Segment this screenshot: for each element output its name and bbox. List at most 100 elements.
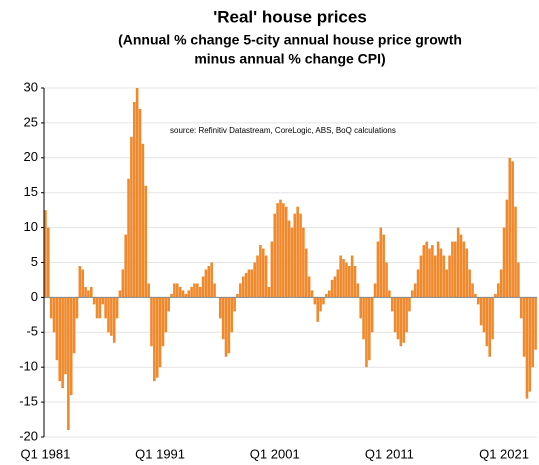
bar <box>201 276 205 298</box>
bar <box>267 286 271 298</box>
bar <box>316 297 320 322</box>
bar <box>370 297 374 333</box>
bar <box>84 286 87 298</box>
bar <box>327 290 331 298</box>
bar <box>416 269 420 298</box>
bar <box>187 290 191 298</box>
bar <box>204 269 208 298</box>
chart-subtitle: (Annual % change 5-city annual house pri… <box>118 32 462 48</box>
bar <box>110 297 113 336</box>
bar <box>161 297 165 347</box>
bar <box>502 227 506 298</box>
bar <box>390 297 394 312</box>
bar <box>221 297 225 340</box>
bar <box>310 290 314 298</box>
bar <box>284 206 288 298</box>
bar <box>196 283 199 298</box>
bar <box>158 297 162 368</box>
bar <box>519 297 523 319</box>
bar <box>428 248 431 298</box>
bar <box>90 286 93 298</box>
bar <box>282 203 285 298</box>
bar <box>118 290 122 298</box>
bar <box>207 265 211 298</box>
y-tick-label: -20 <box>19 428 38 443</box>
chart-subtitle: minus annual % change CPI) <box>194 51 385 67</box>
bar <box>47 227 50 298</box>
bar <box>499 269 503 298</box>
bar <box>273 213 277 298</box>
bar <box>408 297 411 312</box>
bar <box>304 248 308 298</box>
bar <box>373 283 377 298</box>
bar <box>333 276 337 298</box>
bar <box>101 297 105 305</box>
bar <box>239 283 242 298</box>
x-tick-label: Q1 2021 <box>479 446 529 461</box>
bar <box>368 297 371 361</box>
bar <box>224 297 228 357</box>
y-tick-label: 5 <box>31 254 38 269</box>
y-tick-label: 0 <box>31 289 38 304</box>
bar <box>307 276 311 298</box>
bar <box>107 297 110 333</box>
bar <box>81 269 84 298</box>
bar <box>170 293 173 298</box>
bar <box>259 245 262 298</box>
bar <box>528 297 532 392</box>
y-tick-label: 20 <box>24 149 38 164</box>
y-tick-label: 30 <box>24 79 38 94</box>
bar <box>167 297 170 312</box>
bar <box>87 290 90 298</box>
bar <box>279 199 282 298</box>
bar <box>330 279 334 298</box>
bar <box>433 255 437 298</box>
bar <box>365 297 368 368</box>
bar <box>431 245 434 298</box>
bar <box>52 297 56 333</box>
bar <box>474 293 477 298</box>
bar <box>44 210 47 298</box>
bar <box>72 297 76 354</box>
x-tick-label: Q1 2001 <box>250 446 300 461</box>
y-tick-label: -10 <box>19 359 38 374</box>
bar <box>175 283 179 298</box>
bar <box>164 297 168 333</box>
bar <box>296 206 299 298</box>
bar <box>64 297 67 375</box>
bar <box>425 241 428 298</box>
bar <box>347 265 351 298</box>
bar <box>287 220 291 298</box>
bar <box>198 286 202 298</box>
x-tick-label: Q1 1981 <box>20 446 70 461</box>
annotation: source: Refinitiv Datastream, CoreLogic,… <box>170 126 396 135</box>
chart-title: 'Real' house prices <box>213 7 367 26</box>
bar <box>67 297 70 431</box>
bar <box>98 297 102 319</box>
bar <box>244 272 248 298</box>
bar <box>256 255 259 298</box>
bar <box>276 203 279 298</box>
bar <box>264 255 268 298</box>
bar <box>359 297 363 319</box>
bar <box>49 297 53 319</box>
bar <box>104 297 107 319</box>
bar <box>261 248 265 298</box>
bar <box>376 241 380 298</box>
bar <box>270 241 274 298</box>
bar <box>445 269 449 298</box>
bar <box>95 297 99 319</box>
y-tick-label: 10 <box>24 219 38 234</box>
bar <box>411 290 414 298</box>
bar <box>350 255 354 298</box>
bar <box>181 290 185 298</box>
bar <box>325 293 328 298</box>
bar <box>322 297 325 305</box>
bar <box>190 286 193 298</box>
bar <box>468 269 471 298</box>
bar <box>132 101 136 298</box>
bar <box>55 297 59 361</box>
bar <box>531 297 534 368</box>
bar <box>124 234 127 298</box>
